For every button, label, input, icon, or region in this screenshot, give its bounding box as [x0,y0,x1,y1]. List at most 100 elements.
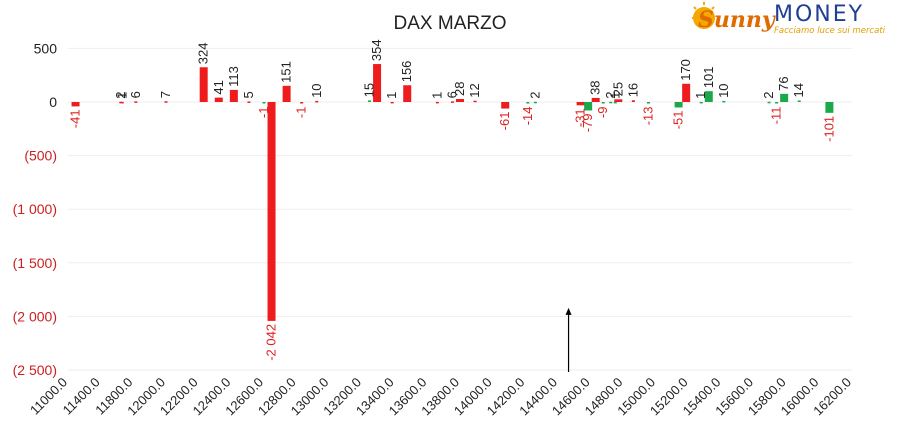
bar [613,101,617,104]
data-label: 170 [678,59,693,81]
bar [631,100,635,102]
data-label: 2 [603,92,618,99]
bar [591,97,600,102]
sunny-money-logo: Sunny MONEY Facciamo luce sui mercati [690,0,892,44]
bar [403,85,412,102]
bar [775,102,779,104]
y-tick-label: 0 [49,94,57,110]
logo-script: Sunny [698,7,777,33]
bar [609,101,613,104]
data-label: 7 [158,91,173,98]
bar [646,102,650,104]
bar [229,89,238,102]
bar [797,100,801,102]
data-label: 1 [114,92,129,99]
logo-graphic: Sunny MONEY Facciamo luce sui mercati [692,2,886,36]
data-label: -61 [497,112,512,131]
bar [825,102,834,113]
bar [300,102,304,104]
bar [699,101,703,104]
data-label: 16 [625,83,640,97]
bar [390,101,394,104]
data-label: 1 [429,92,444,99]
bar [164,101,168,103]
y-tick-label: (1 500) [13,255,57,271]
logo-word: MONEY [774,2,864,27]
data-label: -1 [294,107,309,119]
y-tick-label: (2 500) [13,362,57,378]
data-label: 76 [776,76,791,90]
data-label: -9 [595,107,610,119]
data-label: 6 [444,91,459,98]
data-label: -101 [821,116,836,142]
bars [71,64,834,321]
data-label: -51 [671,110,686,129]
bar [71,102,80,107]
data-label: -31 [573,108,588,127]
data-label: 6 [128,91,143,98]
bar [450,101,454,103]
gridlines [68,47,852,371]
data-label: 1 [384,92,399,99]
data-label: 1 [693,92,708,99]
data-label: 2 [527,92,542,99]
data-label: 324 [196,43,211,65]
data-label: 2 [761,92,776,99]
data-label: 15 [362,83,377,97]
bar [682,83,691,102]
bar [601,102,605,104]
y-tick-label: 500 [34,40,58,56]
bar [267,102,276,321]
y-tick-label: (2 000) [13,308,57,324]
bar [722,100,726,103]
data-label: -1 [256,107,271,119]
bar [533,101,537,104]
data-label: 1 [607,92,622,99]
bar [501,102,510,109]
bar [119,101,123,104]
y-tick-label: (500) [24,148,57,164]
bar [526,102,530,104]
data-label: 5 [241,91,256,98]
data-label: -41 [68,109,83,128]
logo-tagline: Facciamo luce sui mercati [774,26,886,36]
bar [576,102,585,106]
data-label: 10 [716,83,731,97]
annotations [565,307,572,372]
data-label: 28 [452,82,467,96]
sun-icon [693,7,715,29]
bar [473,100,477,103]
data-label: -2 042 [264,324,279,361]
data-label: 354 [369,39,384,61]
data-label: 2 [113,92,128,99]
bar [780,93,789,102]
data-label: 14 [791,83,806,97]
annotation-arrow-head [565,307,572,315]
data-label: 156 [399,61,414,83]
bar [214,97,223,102]
data-label: -13 [640,107,655,126]
bar [134,101,138,103]
bar [373,64,382,102]
y-tick-label: (1 000) [13,201,57,217]
bar [435,101,439,104]
chart-title: DAX MARZO [394,13,507,34]
data-label: 12 [467,83,482,97]
x-axis: 11000.011400.011800.012000.012200.012400… [27,375,854,419]
bar [584,102,593,111]
bar [120,101,124,104]
data-label: 151 [279,61,294,83]
y-axis: 500 0 (500) (1 000) (1 500) (2 000) (2 500) [13,40,58,378]
data-label: 38 [588,80,603,94]
bar [674,102,683,108]
bar [767,101,771,104]
bar [614,99,623,102]
bar [247,101,251,103]
bar [368,100,372,102]
bar [199,67,208,102]
data-label: 10 [309,83,324,97]
data-label: 41 [211,80,226,94]
data-label: -79 [580,113,595,132]
data-label: -14 [520,107,535,126]
